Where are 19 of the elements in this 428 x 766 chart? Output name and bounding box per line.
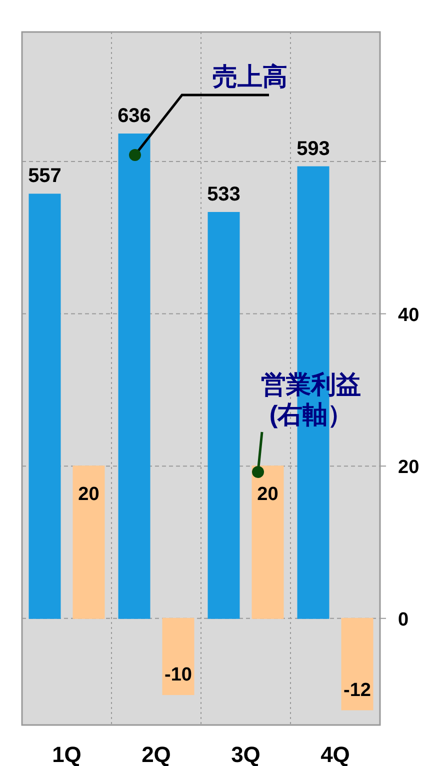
y2-tick-label: 20 [398, 457, 420, 478]
data-label: 20 [257, 484, 278, 506]
data-label: 593 [296, 138, 330, 160]
bar [208, 212, 240, 619]
data-label: 636 [118, 105, 151, 128]
x-tick-label: 1Q [52, 742, 82, 766]
y2-tick-label: 0 [398, 609, 409, 630]
x-tick-label: 2Q [142, 742, 171, 766]
data-label: 20 [78, 484, 100, 506]
data-label: -12 [344, 680, 371, 701]
x-tick-label: 4Q [320, 742, 350, 766]
bar [118, 134, 150, 619]
y2-tick-label: 40 [398, 304, 420, 326]
x-tick-label: 3Q [231, 742, 260, 766]
data-label: 533 [207, 183, 240, 206]
text: 売上高 [212, 63, 288, 91]
data-label: 557 [28, 165, 62, 188]
data-label: -10 [164, 664, 192, 686]
bar [28, 194, 61, 619]
